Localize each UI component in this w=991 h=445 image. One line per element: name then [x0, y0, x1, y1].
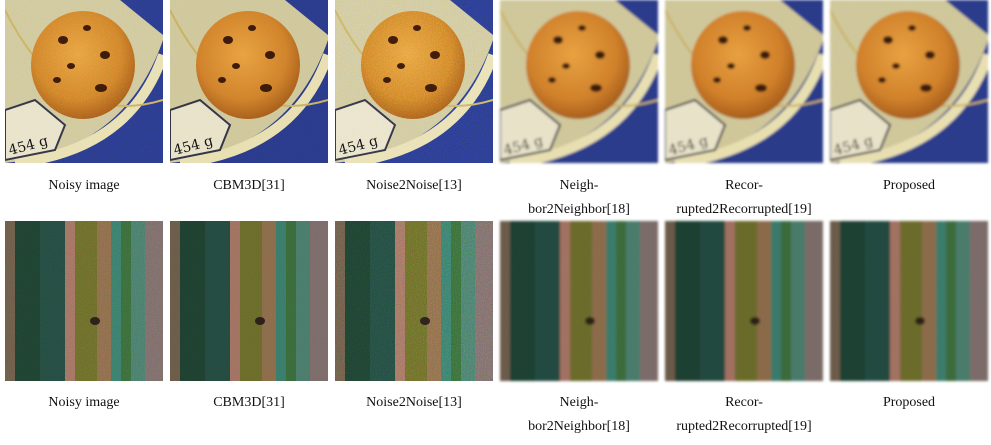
caption: Proposed — [883, 178, 935, 193]
noise-overlay — [830, 221, 988, 381]
figure: 454 g Noisy imageCBM3D[31]Noise2Noise[13… — [0, 0, 991, 440]
noise-overlay — [5, 0, 163, 163]
caption: CBM3D[31] — [213, 178, 285, 193]
caption: Noisy image — [48, 395, 119, 410]
noise-overlay — [335, 0, 493, 163]
noise-overlay — [170, 221, 328, 381]
image-content — [665, 221, 823, 381]
caption: Recor- — [725, 395, 763, 410]
caption: Neigh- — [560, 395, 599, 410]
image — [170, 221, 328, 381]
image — [665, 221, 823, 381]
noise-overlay — [500, 221, 658, 381]
image — [500, 221, 658, 381]
image — [830, 221, 988, 381]
noise-overlay — [500, 0, 658, 163]
image — [830, 0, 988, 163]
noise-overlay — [170, 0, 328, 163]
caption: Noise2Noise[13] — [366, 395, 462, 410]
caption: rupted2Recorrupted[19] — [676, 419, 811, 434]
caption: Noisy image — [48, 178, 119, 193]
caption: Recor- — [725, 178, 763, 193]
caption: Neigh- — [560, 178, 599, 193]
image — [665, 0, 823, 163]
noise-overlay — [5, 221, 163, 381]
caption: rupted2Recorrupted[19] — [676, 202, 811, 217]
caption: bor2Neighbor[18] — [528, 419, 630, 434]
image — [5, 0, 163, 163]
image — [500, 0, 658, 163]
noise-overlay — [335, 221, 493, 381]
image — [335, 221, 493, 381]
caption: Noise2Noise[13] — [366, 178, 462, 193]
caption: Proposed — [883, 395, 935, 410]
image — [5, 221, 163, 381]
caption: CBM3D[31] — [213, 395, 285, 410]
image — [335, 0, 493, 163]
noise-overlay — [830, 0, 988, 163]
image-content — [665, 0, 823, 163]
image — [170, 0, 328, 163]
caption: bor2Neighbor[18] — [528, 202, 630, 217]
